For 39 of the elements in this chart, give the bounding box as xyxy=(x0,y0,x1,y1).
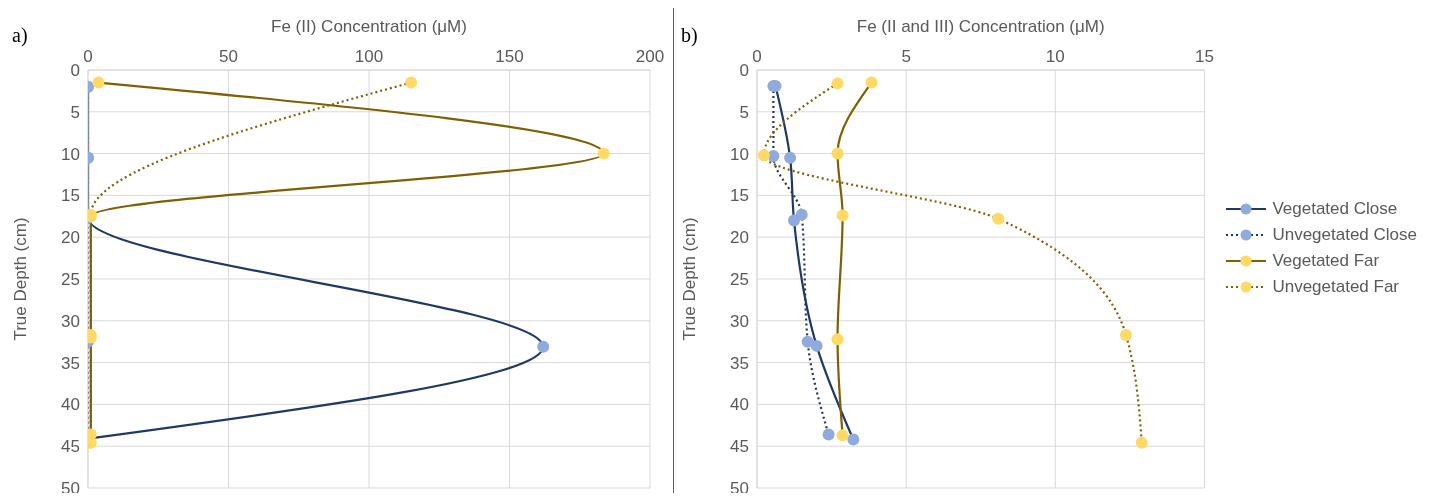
y-tick-label: 30 xyxy=(730,311,749,331)
y-tick-label: 20 xyxy=(730,228,749,248)
x-tick-label: 5 xyxy=(901,47,911,66)
y-tick-label: 10 xyxy=(61,144,80,164)
y-tick-label: 35 xyxy=(730,353,749,373)
y-tick-label: 40 xyxy=(61,395,80,415)
y-tick-label: 45 xyxy=(61,437,80,457)
x-tick-label: 0 xyxy=(752,47,762,66)
legend-label: Vegetated Close xyxy=(1272,198,1398,219)
y-tick-label: 0 xyxy=(70,61,80,81)
y-tick-label: 15 xyxy=(730,186,749,206)
x-axis-title: Fe (II) Concentration (μM) xyxy=(271,17,467,37)
legend-label: Unvegetated Close xyxy=(1272,224,1417,245)
legend-label: Unvegetated Far xyxy=(1272,276,1400,297)
y-tick-label: 0 xyxy=(739,61,749,81)
y-tick-label: 45 xyxy=(730,437,749,457)
y-tick-label: 25 xyxy=(61,270,80,290)
x-tick-label: 0 xyxy=(83,47,93,66)
y-tick-label: 10 xyxy=(730,144,749,164)
y-tick-label: 15 xyxy=(61,186,80,206)
x-tick-label: 100 xyxy=(354,47,384,66)
y-axis-title: True Depth (cm) xyxy=(680,217,700,341)
x-tick-label: 50 xyxy=(219,47,238,66)
y-tick-label: 25 xyxy=(730,270,749,290)
y-tick-label: 35 xyxy=(61,353,80,373)
y-tick-label: 5 xyxy=(739,102,749,122)
y-tick-label: 30 xyxy=(61,311,80,331)
x-tick-label: 150 xyxy=(495,47,524,66)
x-tick-label: 10 xyxy=(1045,47,1065,66)
legend-label: Vegetated Far xyxy=(1272,250,1380,271)
text: b) xyxy=(681,24,698,47)
x-axis-title: Fe (II and III) Concentration (μM) xyxy=(856,17,1105,37)
x-tick-label: 15 xyxy=(1194,47,1214,66)
x-tick-label: 200 xyxy=(635,47,665,66)
y-tick-label: 5 xyxy=(70,102,80,122)
y-tick-label: 20 xyxy=(61,228,80,248)
text: a) xyxy=(12,24,28,47)
y-axis-title: True Depth (cm) xyxy=(11,217,31,341)
y-tick-label: 40 xyxy=(730,395,749,415)
